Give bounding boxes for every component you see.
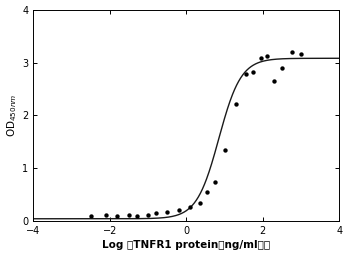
Point bbox=[126, 213, 132, 217]
Point bbox=[258, 56, 264, 60]
X-axis label: Log （TNFR1 protein（ng/ml））: Log （TNFR1 protein（ng/ml）） bbox=[102, 240, 270, 250]
Point bbox=[233, 102, 239, 106]
Point bbox=[279, 66, 285, 70]
Point bbox=[264, 54, 269, 58]
Point bbox=[205, 190, 210, 194]
Point bbox=[88, 214, 93, 218]
Point bbox=[145, 212, 151, 217]
Point bbox=[298, 51, 304, 56]
Point bbox=[251, 69, 256, 73]
Y-axis label: OD$_{450nm}$: OD$_{450nm}$ bbox=[6, 94, 19, 137]
Point bbox=[271, 79, 277, 83]
Point bbox=[134, 214, 139, 218]
Point bbox=[114, 214, 120, 218]
Point bbox=[222, 148, 227, 152]
Point bbox=[197, 201, 203, 205]
Point bbox=[164, 210, 170, 214]
Point bbox=[289, 50, 294, 54]
Point bbox=[212, 180, 218, 184]
Point bbox=[153, 211, 158, 216]
Point bbox=[243, 72, 248, 76]
Point bbox=[187, 205, 193, 209]
Point bbox=[103, 213, 109, 217]
Point bbox=[176, 208, 181, 212]
